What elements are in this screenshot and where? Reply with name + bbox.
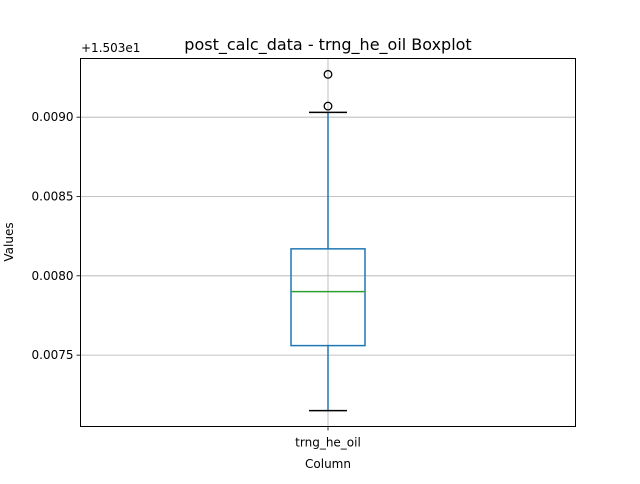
iqr-box <box>290 248 366 347</box>
x-tick-label: trng_he_oil <box>295 436 361 450</box>
outlier-point <box>323 101 333 111</box>
chart-title: post_calc_data - trng_he_oil Boxplot <box>184 35 471 55</box>
y-axis-label: Values <box>2 222 16 261</box>
y-tick-label: 0.0090 <box>32 110 74 124</box>
x-axis-label: Column <box>305 457 351 471</box>
y-offset-label: +1.503e1 <box>81 41 140 55</box>
outlier-point <box>323 69 333 79</box>
y-tick-label: 0.0080 <box>32 269 74 283</box>
y-tick-label: 0.0075 <box>32 348 74 362</box>
plot-frame <box>80 58 576 427</box>
y-tick-label: 0.0085 <box>32 190 74 204</box>
